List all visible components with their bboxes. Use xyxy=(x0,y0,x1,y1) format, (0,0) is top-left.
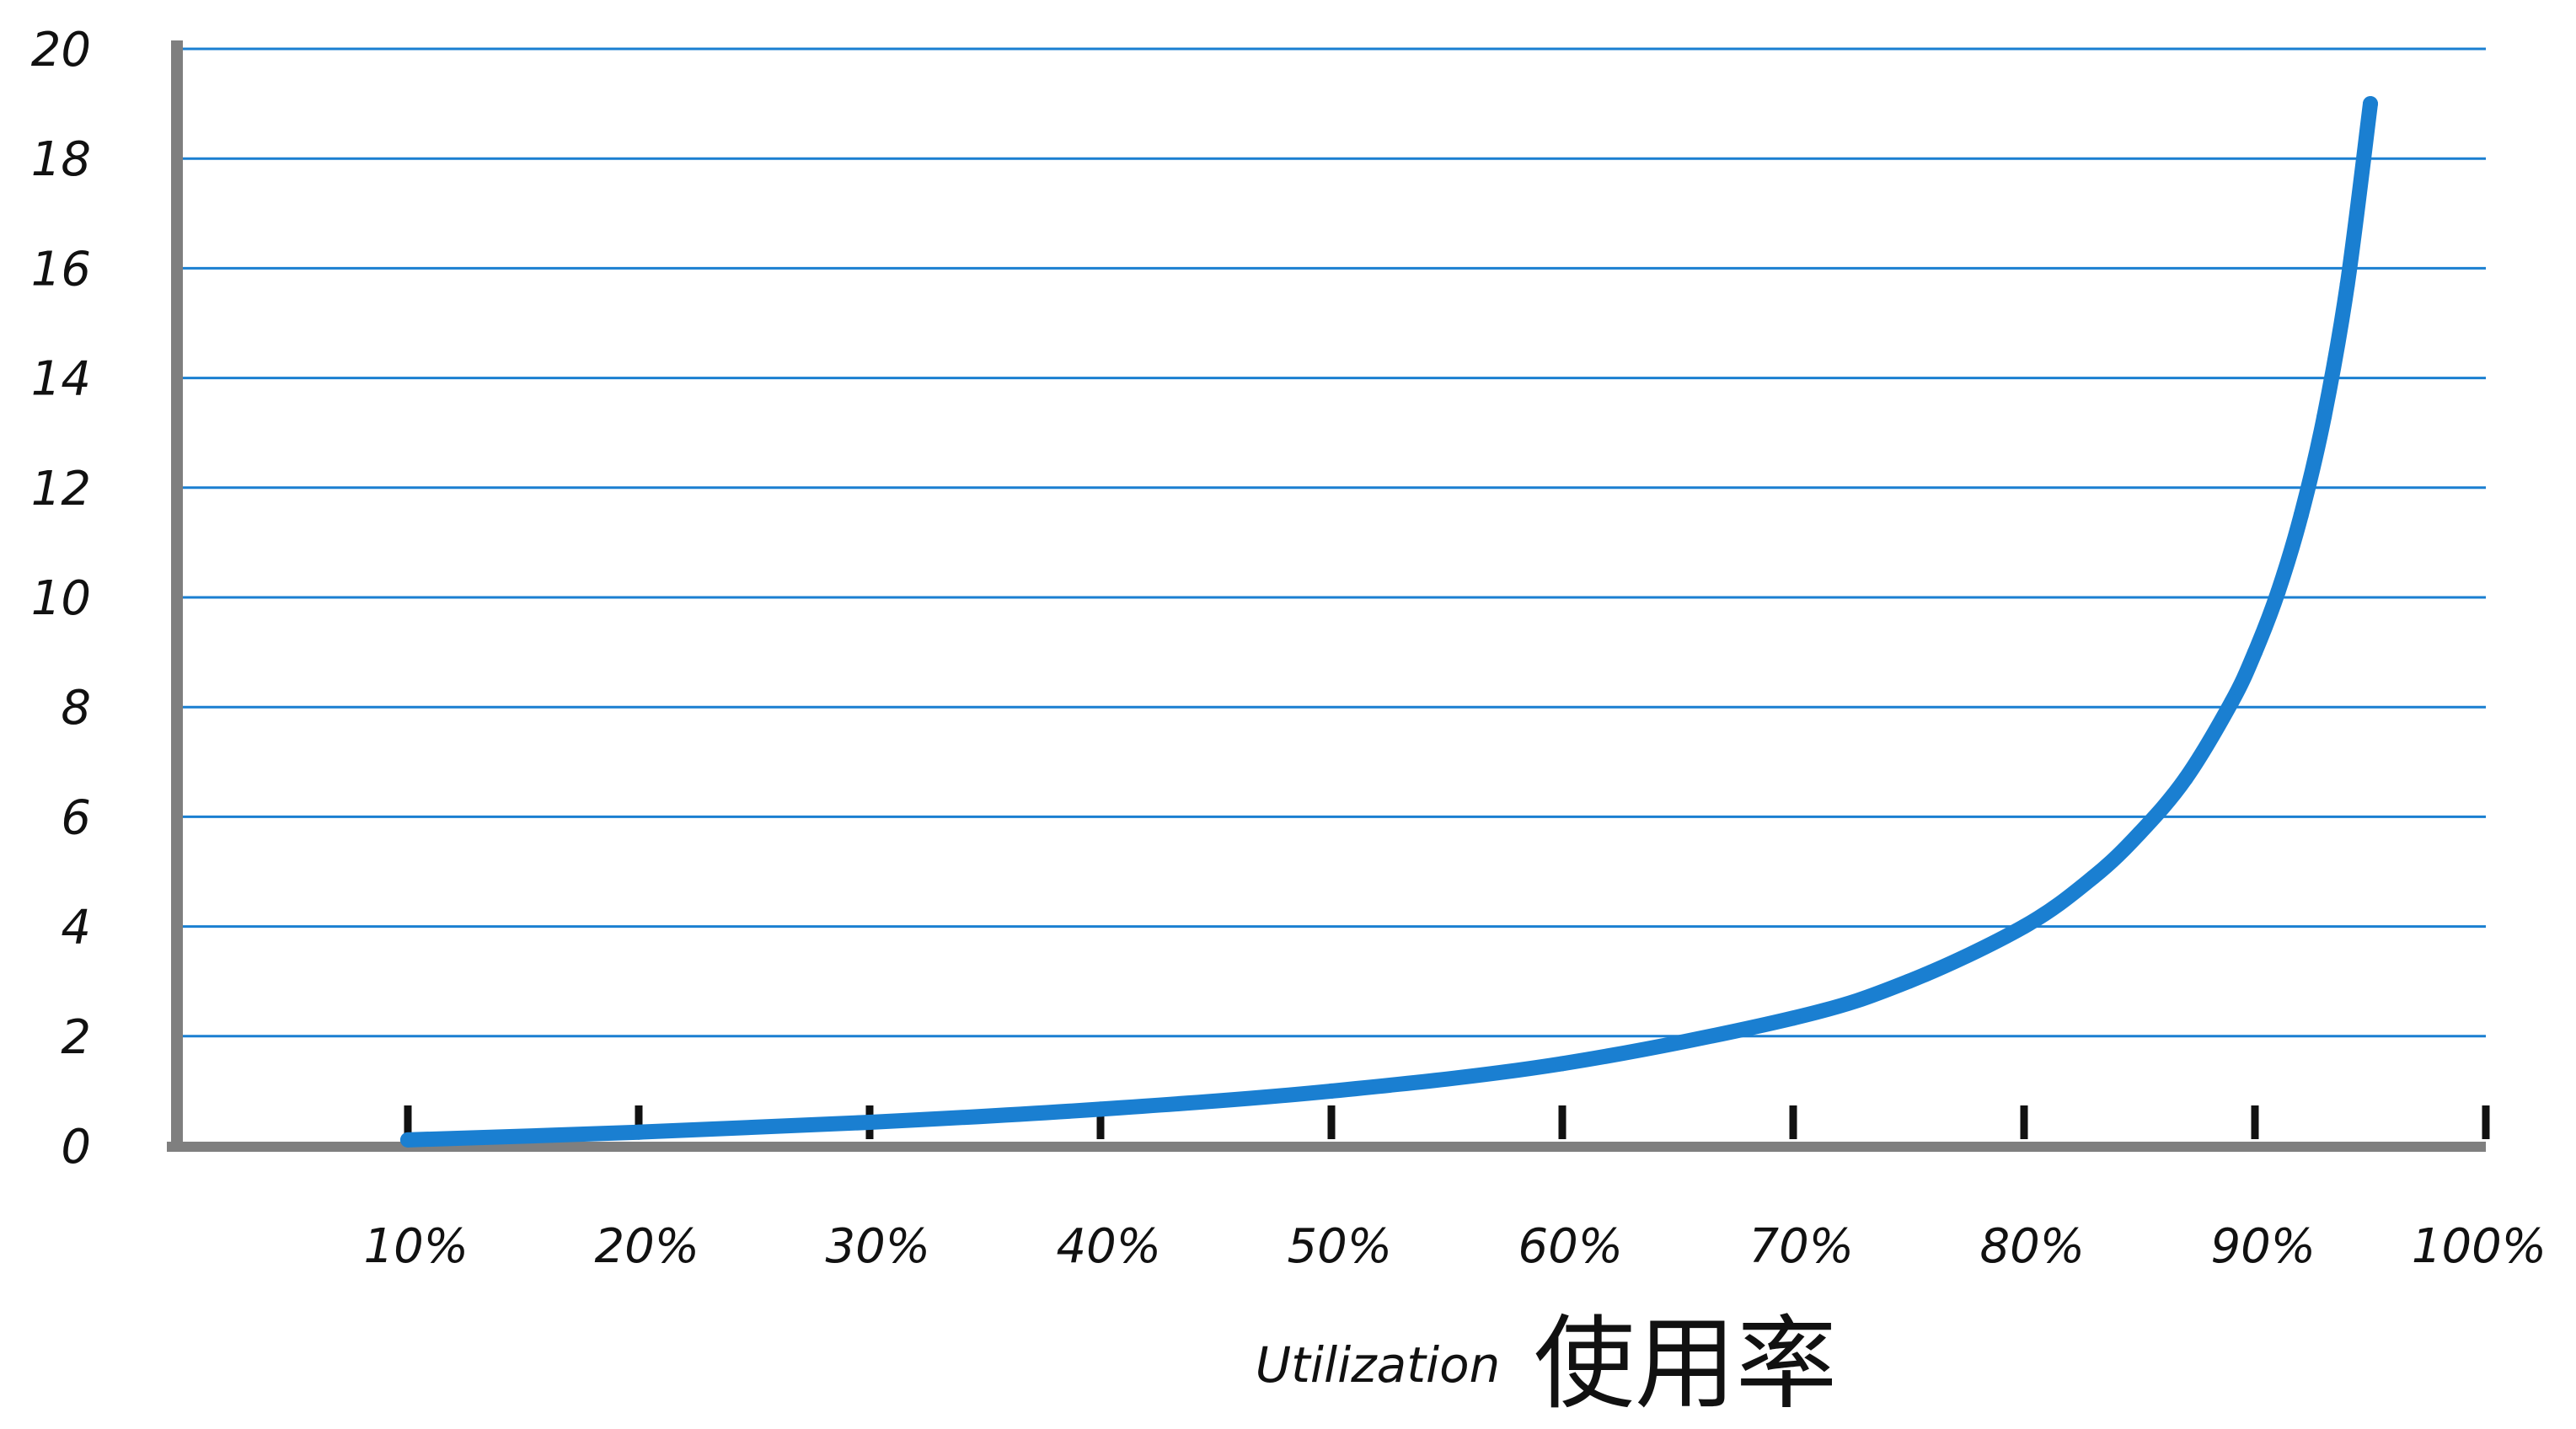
data-point-87 xyxy=(2177,770,2193,786)
axis-titles: Utilization 使用率 xyxy=(1256,1306,1837,1423)
data-point-80 xyxy=(2016,918,2032,934)
data-point-30 xyxy=(862,1115,877,1131)
x-tick-label-90: 90% xyxy=(2211,1219,2316,1274)
y-tick-label-16: 16 xyxy=(31,242,91,297)
y-tick-label-10: 10 xyxy=(31,571,91,626)
axes xyxy=(167,40,2490,1152)
x-tick-label-70: 70% xyxy=(1749,1219,1854,1274)
data-point-91 xyxy=(2270,584,2286,600)
x-tick-label-10: 10% xyxy=(364,1219,469,1274)
data-point-95 xyxy=(2363,96,2378,112)
series-line-0 xyxy=(400,96,2378,1148)
x-tick-label-60: 60% xyxy=(1518,1219,1623,1274)
data-point-75 xyxy=(1901,973,1916,989)
y-tick-label-14: 14 xyxy=(31,352,91,407)
x-tick-label-50: 50% xyxy=(1288,1219,1392,1274)
y-tick-label-4: 4 xyxy=(61,901,91,955)
y-tick-label-6: 6 xyxy=(61,790,91,845)
data-point-90 xyxy=(2247,645,2263,661)
x-tick-label-30: 30% xyxy=(826,1219,930,1274)
y-tick-label-20: 20 xyxy=(31,23,91,78)
data-point-50 xyxy=(1324,1083,1339,1099)
y-tick-label-8: 8 xyxy=(61,681,91,736)
data-point-94 xyxy=(2339,276,2355,292)
series xyxy=(400,96,2378,1148)
y-tick-label-18: 18 xyxy=(31,132,91,187)
x-axis-title: Utilization xyxy=(1256,1336,1501,1394)
data-point-83 xyxy=(2086,870,2102,886)
x-tick-label-100: 100% xyxy=(2412,1219,2547,1274)
y-tick-label-12: 12 xyxy=(31,462,91,516)
tick-labels: 0 2 4 6 8 10 12 14 16 18 20 10% 20% 30% 40% 50% 60% 70% 80… xyxy=(31,23,2547,1274)
data-point-10 xyxy=(400,1132,415,1148)
data-point-40 xyxy=(1093,1101,1108,1117)
x-tick-label-40: 40% xyxy=(1057,1219,1161,1274)
data-point-93 xyxy=(2316,409,2332,425)
data-point-60 xyxy=(1555,1056,1570,1072)
data-point-70 xyxy=(1786,1010,1801,1026)
y-tick-label-2: 2 xyxy=(61,1010,91,1065)
data-point-85 xyxy=(2132,825,2147,841)
data-point-92 xyxy=(2293,507,2309,523)
x-axis-title-secondary: 使用率 xyxy=(1534,1306,1837,1423)
x-tick-label-20: 20% xyxy=(595,1219,699,1274)
grid-lines xyxy=(177,47,2486,1038)
x-tick-label-80: 80% xyxy=(1980,1219,2085,1274)
data-point-20 xyxy=(631,1124,646,1140)
y-tick-label-0: 0 xyxy=(61,1120,91,1175)
data-point-89 xyxy=(2224,693,2240,709)
